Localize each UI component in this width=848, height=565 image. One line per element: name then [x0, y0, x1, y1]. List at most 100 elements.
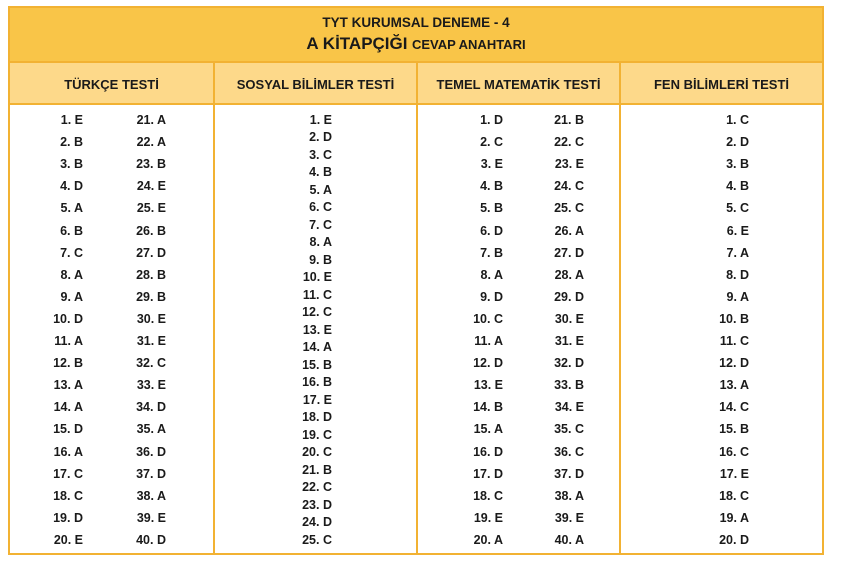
answer-item: 11. A	[54, 334, 83, 348]
answer-item: 25. E	[136, 201, 166, 216]
answer-item: 24. D	[302, 515, 332, 530]
answer-item: 18. D	[302, 410, 332, 425]
answer-item: 25. C	[554, 201, 584, 216]
answer-item: 11. C	[302, 287, 332, 302]
answer-item: 9. D	[480, 289, 503, 304]
answer-item: 28. A	[554, 267, 584, 282]
header-sosyal: SOSYAL BİLİMLER TESTİ	[213, 63, 416, 105]
answer-item: 30. E	[136, 311, 166, 326]
answer-item: 5. A	[60, 201, 83, 216]
answer-item: 15. A	[473, 422, 503, 437]
answer-item: 3. E	[480, 157, 503, 172]
answer-item: 40. A	[554, 532, 584, 547]
answer-item: 14. A	[302, 340, 332, 355]
answer-item: 35. A	[136, 422, 166, 437]
answer-item: 32. D	[554, 356, 584, 371]
answer-item: 18. C	[719, 488, 749, 503]
answer-key-sheet: TYT KURUMSAL DENEME - 4 A KİTAPÇIĞI CEVA…	[8, 6, 824, 555]
answer-item: 23. D	[302, 497, 332, 512]
answer-item: 1. D	[480, 113, 503, 127]
answer-item: 4. B	[309, 165, 332, 180]
answer-item: 12. B	[53, 356, 83, 371]
answer-item: 18. C	[53, 488, 83, 503]
answer-item: 31. E	[136, 334, 166, 348]
answer-item: 9. B	[309, 252, 332, 267]
answer-item: 16. A	[53, 444, 83, 459]
booklet-name: A KİTAPÇIĞI	[306, 34, 408, 53]
answer-item: 12. D	[473, 356, 503, 371]
answer-item: 10. D	[53, 311, 83, 326]
answer-item: 6. B	[60, 223, 83, 238]
answer-item: 34. D	[136, 400, 166, 415]
answer-item: 2. D	[309, 130, 332, 145]
header-turkce: TÜRKÇE TESTİ	[10, 63, 213, 105]
answer-item: 35. C	[554, 422, 584, 437]
header-divider	[10, 103, 822, 105]
answer-item: 15. D	[53, 422, 83, 437]
answer-item: 16. B	[302, 375, 332, 390]
answer-item: 26. B	[136, 223, 166, 238]
answer-item: 1. C	[726, 113, 749, 127]
answer-item: 7. C	[309, 217, 332, 232]
answer-item: 28. B	[136, 267, 166, 282]
answer-item: 22. C	[554, 135, 584, 150]
answer-item: 25. C	[302, 532, 332, 547]
answer-item: 8. A	[480, 267, 503, 282]
answer-item: 36. D	[136, 444, 166, 459]
answer-item: 13. E	[302, 322, 332, 337]
answer-item: 17. E	[719, 466, 749, 481]
answer-item: 15. B	[719, 422, 749, 437]
answer-item: 33. E	[136, 378, 166, 393]
answer-item: 7. A	[726, 245, 749, 260]
answer-item: 32. C	[136, 356, 166, 371]
answer-item: 7. B	[480, 245, 503, 260]
answer-item: 16. C	[719, 444, 749, 459]
answer-item: 4. B	[480, 179, 503, 194]
answer-item: 14. A	[53, 400, 83, 415]
answer-item: 20. D	[719, 532, 749, 547]
answer-item: 15. B	[302, 357, 332, 372]
answer-item: 14. C	[719, 400, 749, 415]
answer-item: 4. B	[726, 179, 749, 194]
answer-item: 23. E	[554, 157, 584, 172]
answer-item: 3. C	[309, 147, 332, 162]
answer-item: 22. C	[302, 480, 332, 495]
answer-item: 2. D	[726, 135, 749, 150]
answer-item: 21. B	[302, 462, 332, 477]
answer-key-label: CEVAP ANAHTARI	[411, 37, 526, 52]
answer-item: 12. C	[302, 305, 332, 320]
answer-item: 8. A	[309, 235, 332, 250]
answer-item: 24. E	[136, 179, 166, 194]
answer-item: 8. A	[60, 267, 83, 282]
answer-item: 31. E	[554, 334, 584, 348]
answer-item: 10. E	[302, 270, 332, 285]
answer-item: 37. D	[554, 466, 584, 481]
answer-item: 39. E	[554, 510, 584, 525]
answer-item: 13. A	[719, 378, 749, 393]
matematik-column: 1. D 2. C 3. E 4. B 5. B 6. D 7. B 8. A 9. D 10. …	[416, 105, 619, 553]
answer-item: 33. B	[554, 378, 584, 393]
fen-column: 1. C 2. D 3. B 4. B 5. C 6. E 7. A 8. D 9. A 10. …	[619, 105, 822, 553]
answer-item: 16. D	[473, 444, 503, 459]
answer-item: 14. B	[473, 400, 503, 415]
answer-item: 40. D	[136, 532, 166, 547]
booklet-title: A KİTAPÇIĞI CEVAP ANAHTARI	[10, 34, 822, 54]
answer-item: 8. D	[726, 267, 749, 282]
answer-item: 12. D	[719, 356, 749, 371]
answer-item: 19. D	[53, 510, 83, 525]
answer-item: 5. A	[309, 182, 332, 197]
answer-item: 30. E	[554, 311, 584, 326]
answer-item: 20. A	[473, 532, 503, 547]
answer-item: 26. A	[554, 223, 584, 238]
answer-item: 2. C	[480, 135, 503, 150]
header-matematik: TEMEL MATEMATİK TESTİ	[416, 63, 619, 105]
title-bar: TYT KURUMSAL DENEME - 4 A KİTAPÇIĞI CEVA…	[10, 8, 822, 63]
answer-item: 9. A	[726, 289, 749, 304]
answer-item: 6. D	[480, 223, 503, 238]
answer-item: 3. B	[60, 157, 83, 172]
answer-item: 6. C	[309, 200, 332, 215]
answer-item: 20. E	[53, 532, 83, 547]
answer-item: 18. C	[473, 488, 503, 503]
answer-item: 11. C	[719, 334, 749, 348]
answer-item: 39. E	[136, 510, 166, 525]
